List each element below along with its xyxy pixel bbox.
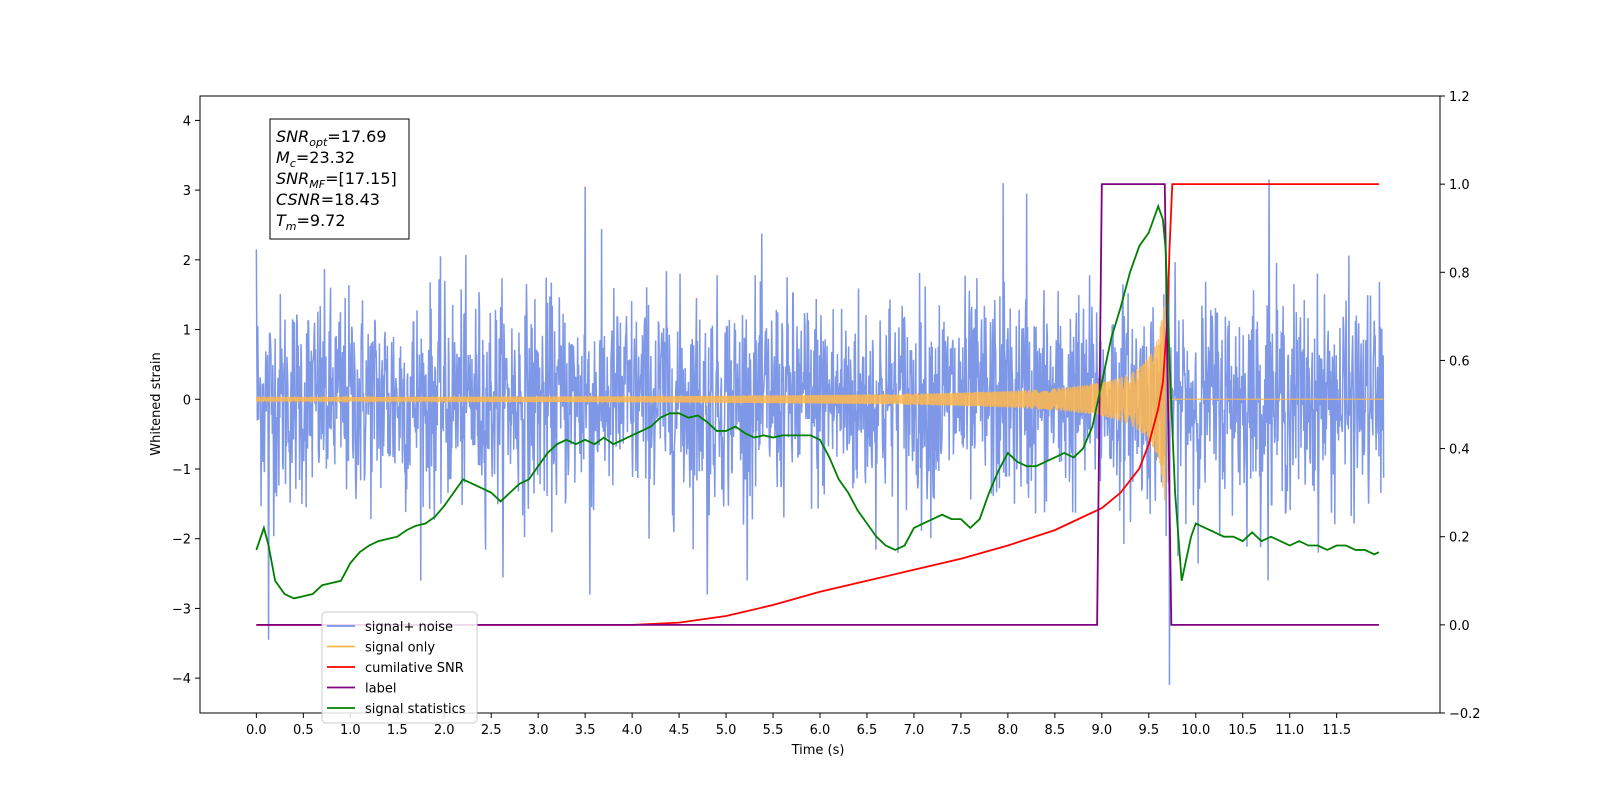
y-axis-right: −0.2 0.0 0.2 0.4 0.6 0.8 1.0 1.2 <box>1440 90 1481 722</box>
y-left-tick-label: 0 <box>183 393 191 408</box>
x-tick-label: 7.0 <box>904 723 925 738</box>
legend-frame <box>321 611 478 724</box>
x-tick-label: 4.0 <box>622 723 643 738</box>
x-tick-label: 6.5 <box>857 723 878 738</box>
x-tick-label: 2.0 <box>434 723 455 738</box>
y-left-tick-label: 1 <box>183 324 191 339</box>
y-right-tick-label: 1.0 <box>1449 178 1470 193</box>
y-left-tick-label: −4 <box>172 672 191 687</box>
x-tick-label: 9.0 <box>1091 723 1112 738</box>
legend-label: signal statistics <box>365 702 466 717</box>
y-right-tick-label: 1.2 <box>1449 90 1470 105</box>
legend-label: cumilative SNR <box>365 661 464 676</box>
series-line-cumilative-snr <box>256 183 1379 626</box>
legend-label: signal only <box>365 641 435 656</box>
x-axis: 0.0 0.5 1.0 1.5 2.0 2.5 3.0 3.5 4.0 4.5 5.0 5.5 6.0 6… <box>246 713 1351 738</box>
y-left-tick-label: −3 <box>172 602 191 617</box>
x-tick-label: 6.0 <box>810 723 831 738</box>
y-right-tick-label: 0.8 <box>1449 266 1470 281</box>
x-tick-label: 8.5 <box>1045 723 1066 738</box>
legend: signal+ noise signal only cumilative SNR la… <box>321 611 478 724</box>
legend-label: label <box>365 682 396 697</box>
y-right-tick-label: 0.2 <box>1449 531 1470 546</box>
x-tick-label: 1.0 <box>340 723 361 738</box>
x-tick-label: 1.5 <box>387 723 408 738</box>
series-line-label <box>256 183 1379 626</box>
x-tick-label: 11.0 <box>1275 723 1304 738</box>
x-tick-label: 10.5 <box>1228 723 1257 738</box>
x-tick-label: 0.0 <box>246 723 267 738</box>
x-tick-label: 8.0 <box>998 723 1019 738</box>
x-tick-label: 3.5 <box>575 723 596 738</box>
info-line: CSNR=18.43 <box>276 190 380 209</box>
x-axis-title: Time (s) <box>791 743 845 758</box>
y-right-tick-label: 0.4 <box>1449 443 1470 458</box>
y-left-tick-label: −2 <box>172 533 191 548</box>
x-tick-label: 3.0 <box>528 723 549 738</box>
x-tick-label: 7.5 <box>951 723 972 738</box>
y-axis-left: −4 −3 −2 −1 0 1 2 3 4 <box>172 114 200 687</box>
y-left-tick-label: −1 <box>172 463 191 478</box>
series-line-signal-noise <box>255 179 1385 686</box>
x-tick-label: 2.5 <box>481 723 502 738</box>
info-line: SNRMF=[17.15] <box>276 169 397 191</box>
series-line-signal-only <box>255 282 1384 501</box>
x-tick-label: 0.5 <box>293 723 314 738</box>
info-line: Tm=9.72 <box>276 211 346 233</box>
y-left-tick-label: 3 <box>183 184 191 199</box>
info-line: Mc=23.32 <box>276 148 355 170</box>
y-right-tick-label: 0.0 <box>1449 619 1470 634</box>
plot-series-layer <box>255 179 1385 686</box>
x-tick-label: 10.0 <box>1181 723 1210 738</box>
x-tick-label: 4.5 <box>669 723 690 738</box>
y-left-tick-label: 2 <box>183 254 191 269</box>
x-tick-label: 11.5 <box>1322 723 1351 738</box>
x-tick-label: 9.5 <box>1138 723 1159 738</box>
info-line: SNRopt=17.69 <box>276 127 387 149</box>
info-box-frame <box>269 118 410 240</box>
y-axis-left-title: Whitened strain <box>149 352 164 455</box>
y-left-tick-label: 4 <box>183 114 191 129</box>
info-box: SNRopt=17.69Mc=23.32SNRMF=[17.15]CSNR=18… <box>269 118 410 240</box>
x-tick-label: 5.5 <box>763 723 784 738</box>
series-line-signal-statistics <box>255 203 1380 600</box>
legend-label: signal+ noise <box>365 620 453 635</box>
y-right-tick-label: −0.2 <box>1449 707 1481 722</box>
y-right-tick-label: 0.6 <box>1449 354 1470 369</box>
x-tick-label: 5.0 <box>716 723 737 738</box>
